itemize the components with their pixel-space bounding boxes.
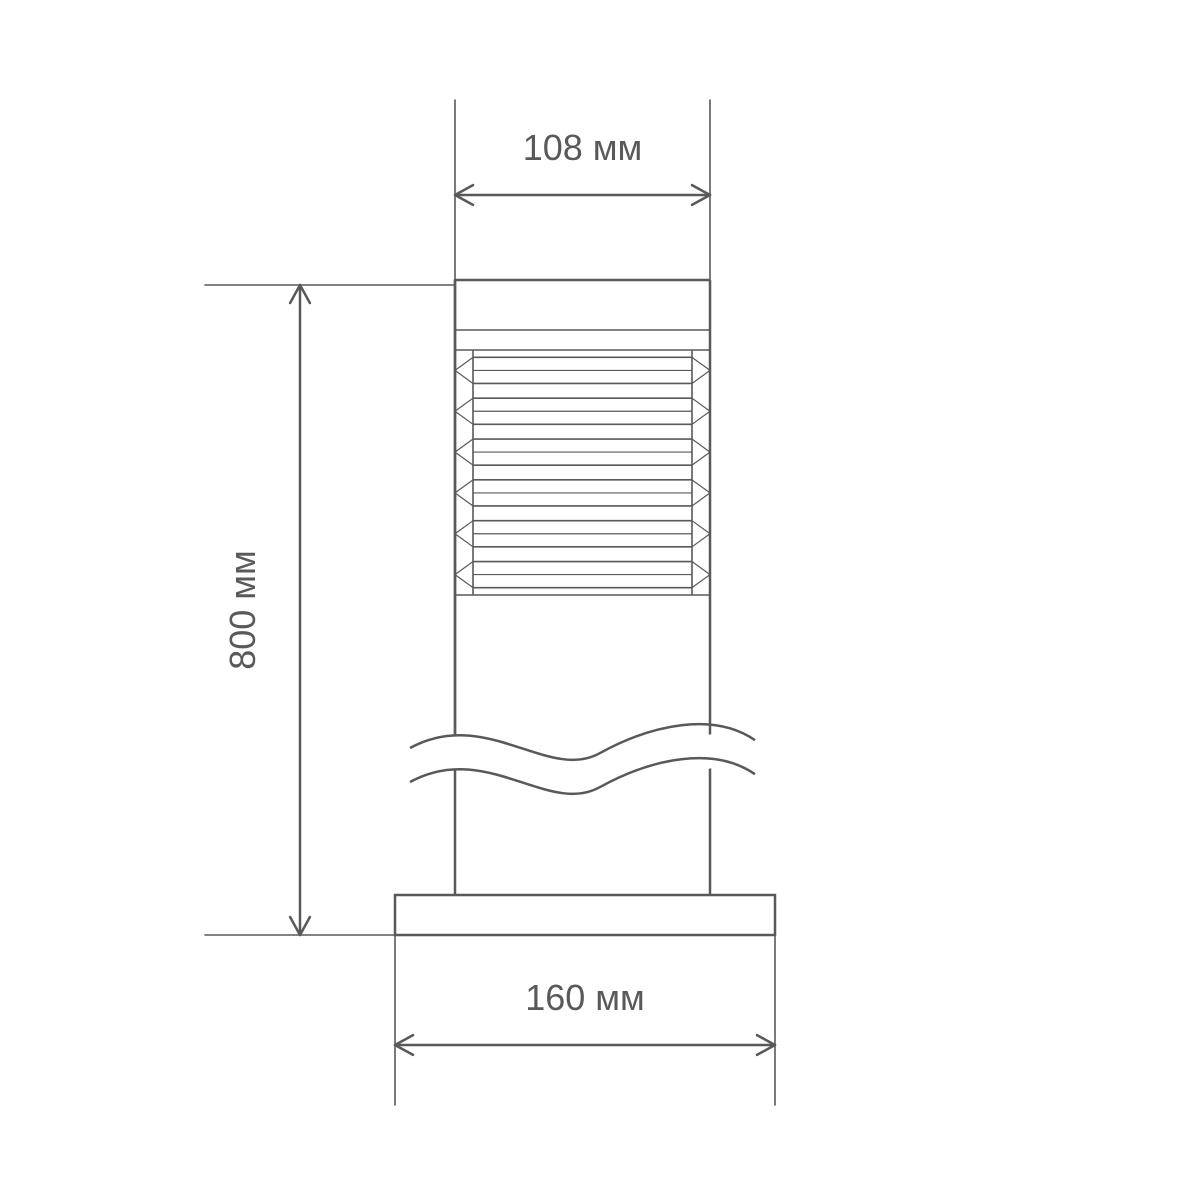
break-line-lower <box>410 758 755 794</box>
break-line-upper <box>410 724 755 760</box>
dim-bottom-label: 160 мм <box>525 977 645 1018</box>
dim-top-label: 108 мм <box>523 127 643 168</box>
lamp-base <box>395 895 775 935</box>
dim-left-label: 800 мм <box>222 550 263 670</box>
lamp-lower <box>455 685 710 895</box>
technical-drawing: 108 мм 160 мм 800 мм <box>0 0 1199 1199</box>
